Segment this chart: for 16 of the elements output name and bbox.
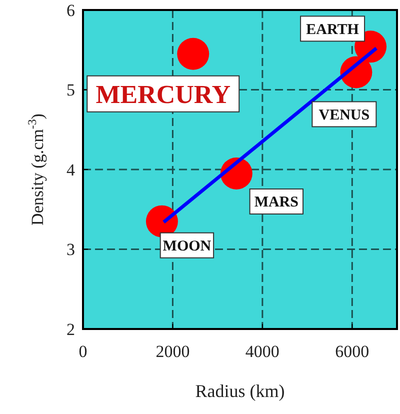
x-tick-label: 6000 — [335, 342, 370, 361]
annotation: MERCURY — [96, 80, 231, 109]
y-tick-label: 2 — [66, 320, 75, 339]
x-tick-label: 2000 — [156, 342, 190, 361]
y-tick-label: 5 — [66, 80, 75, 100]
x-axis-title: Radius (km) — [195, 381, 285, 401]
point — [177, 38, 210, 70]
annotation: MOON — [162, 238, 212, 255]
y-tick-label: 6 — [66, 0, 75, 20]
y-tick-label: 4 — [66, 160, 76, 180]
x-tick-label: 4000 — [245, 342, 280, 361]
x-tick-label: 0 — [78, 342, 88, 361]
annotation: EARTH — [306, 22, 360, 38]
y-tick-label: 3 — [66, 240, 75, 260]
annotation: VENUS — [318, 107, 370, 124]
annotation: MARS — [254, 194, 298, 211]
